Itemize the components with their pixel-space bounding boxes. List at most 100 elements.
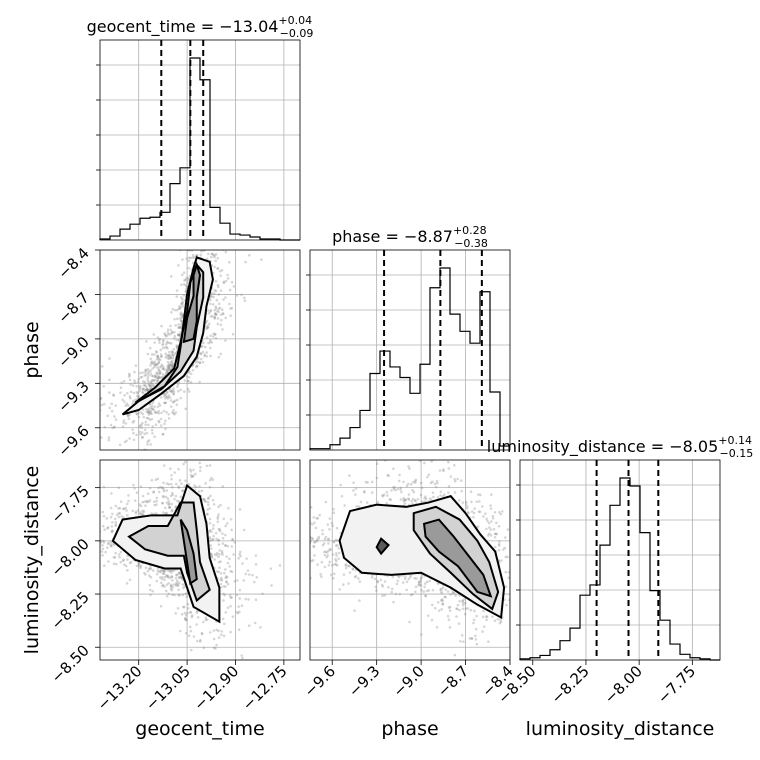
scatter-point — [439, 588, 442, 592]
scatter-point — [198, 361, 202, 364]
scatter-point — [520, 536, 523, 539]
scatter-point — [161, 583, 165, 587]
scatter-point — [100, 550, 104, 553]
scatter-point — [161, 569, 165, 572]
scatter-point — [109, 423, 113, 427]
scatter-point — [220, 268, 224, 272]
scatter-point — [146, 352, 150, 356]
scatter-point — [218, 306, 222, 310]
scatter-point — [147, 423, 150, 427]
scatter-point — [439, 490, 443, 494]
scatter-point — [439, 599, 443, 602]
scatter-point — [122, 419, 126, 422]
scatter-point — [530, 566, 533, 569]
scatter-point — [152, 379, 156, 382]
scatter-point — [253, 621, 257, 625]
scatter-point — [420, 500, 424, 504]
scatter-point — [157, 368, 160, 371]
scatter-point — [167, 483, 171, 486]
scatter-point — [167, 502, 171, 505]
scatter-point — [170, 361, 174, 364]
scatter-point — [164, 427, 167, 431]
scatter-point — [145, 386, 149, 390]
scatter-point — [569, 565, 572, 568]
scatter-point — [457, 499, 461, 502]
scatter-point — [237, 628, 241, 632]
scatter-point — [187, 266, 190, 270]
scatter-point — [141, 512, 145, 515]
scatter-point — [461, 601, 465, 605]
scatter-point — [214, 279, 218, 283]
scatter-point — [425, 445, 428, 448]
scatter-point — [163, 332, 166, 335]
scatter-point — [527, 564, 530, 567]
scatter-point — [154, 363, 158, 367]
scatter-point — [487, 640, 490, 643]
scatter-point — [160, 411, 163, 415]
scatter-point — [112, 393, 115, 397]
scatter-point — [135, 412, 139, 416]
scatter-point — [154, 478, 158, 482]
scatter-point — [177, 338, 181, 342]
scatter-point — [169, 275, 173, 278]
scatter-point — [239, 550, 242, 554]
scatter-point — [217, 307, 221, 311]
scatter-point — [161, 372, 165, 376]
scatter-point — [94, 538, 97, 541]
scatter-point — [354, 493, 357, 496]
scatter-point — [135, 394, 139, 398]
scatter-point — [217, 355, 221, 359]
scatter-point — [123, 394, 126, 397]
scatter-point — [211, 527, 215, 530]
plot-area — [90, 241, 300, 450]
scatter-point — [90, 437, 93, 440]
scatter-point — [358, 580, 362, 584]
scatter-point — [523, 522, 526, 525]
scatter-point — [177, 307, 181, 310]
scatter-point — [228, 557, 231, 561]
scatter-point — [187, 376, 191, 379]
scatter-point — [156, 362, 160, 366]
scatter-point — [164, 356, 167, 359]
scatter-point — [145, 388, 149, 391]
scatter-point — [507, 571, 510, 574]
scatter-point — [216, 267, 220, 270]
scatter-point — [184, 284, 188, 287]
scatter-point — [335, 559, 338, 563]
scatter-point — [453, 653, 457, 657]
scatter-point — [173, 399, 177, 403]
scatter-point — [155, 496, 159, 500]
scatter-point — [468, 667, 471, 670]
scatter-point — [169, 389, 172, 393]
scatter-point — [144, 566, 148, 570]
scatter-point — [147, 380, 150, 384]
scatter-point — [427, 589, 431, 592]
scatter-point — [207, 496, 210, 500]
scatter-point — [228, 565, 232, 568]
scatter-point — [548, 638, 551, 641]
scatter-point — [323, 537, 327, 541]
scatter-point — [114, 562, 118, 566]
scatter-point — [549, 539, 552, 542]
scatter-point — [207, 503, 210, 507]
scatter-point — [232, 285, 236, 288]
scatter-point — [237, 532, 240, 535]
scatter-point — [124, 564, 128, 568]
scatter-point — [226, 582, 230, 586]
scatter-point — [209, 354, 212, 358]
scatter-point — [217, 513, 220, 516]
scatter-point — [157, 420, 161, 424]
scatter-point — [191, 241, 194, 244]
scatter-point — [373, 577, 377, 581]
scatter-point — [151, 379, 154, 382]
scatter-point — [517, 561, 520, 564]
scatter-point — [184, 288, 188, 291]
scatter-point — [175, 398, 179, 402]
scatter-point — [201, 360, 205, 364]
density-fill — [424, 519, 491, 597]
scatter-point — [169, 467, 172, 471]
scatter-point — [463, 601, 467, 605]
scatter-point — [179, 319, 183, 322]
scatter-point — [219, 313, 223, 316]
scatter-point — [141, 391, 145, 395]
